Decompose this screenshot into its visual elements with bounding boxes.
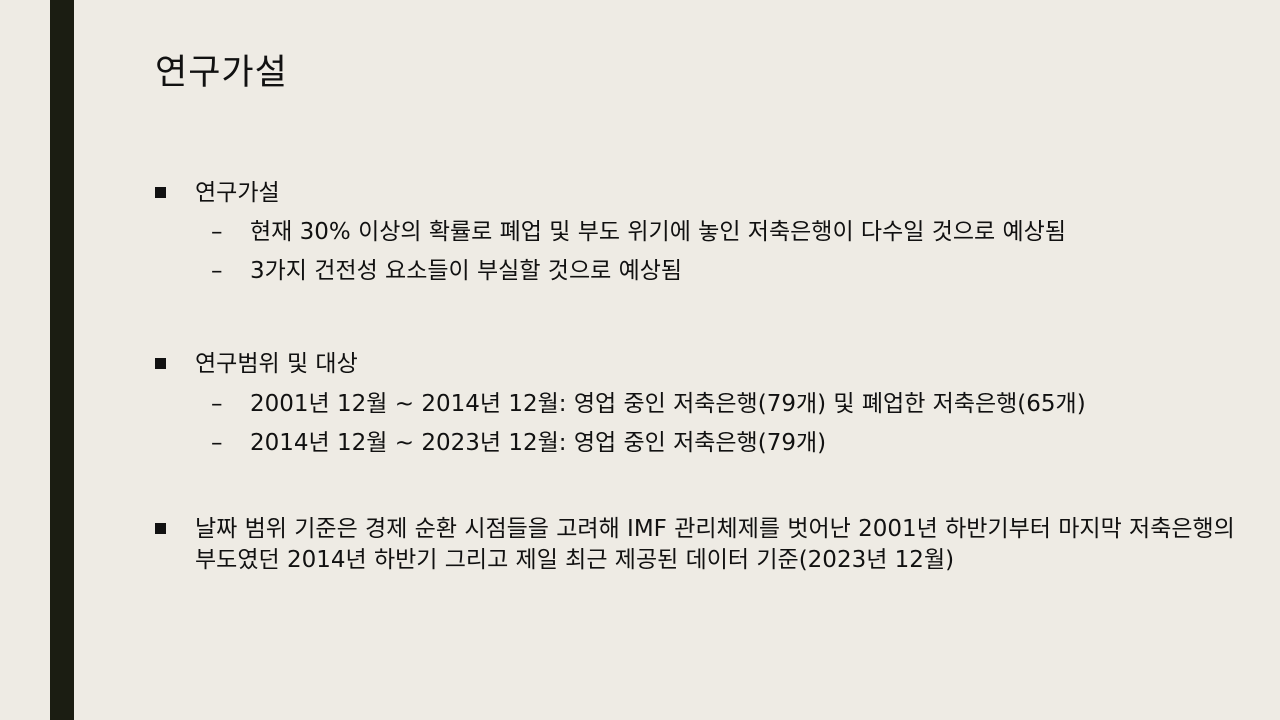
dash-bullet-icon: – [211, 391, 223, 417]
sub-bullet-text: 3가지 건전성 요소들이 부실할 것으로 예상됨 [250, 258, 683, 284]
bullet-paragraph: 날짜 범위 기준은 경제 순환 시점들을 고려해 IMF 관리체제를 벗어난 2… [195, 516, 1235, 573]
sub-bullet-text: 2001년 12월 ~ 2014년 12월: 영업 중인 저축은행(79개) 및… [250, 391, 1086, 417]
slide-content: 연구가설 – 현재 30% 이상의 확률로 폐업 및 부도 위기에 놓인 저축은… [155, 0, 1255, 720]
bullet-heading: 연구범위 및 대상 [195, 351, 358, 377]
dash-bullet-icon: – [211, 219, 223, 245]
slide-title: 연구가설 [155, 53, 288, 93]
square-bullet-icon [155, 523, 166, 534]
dash-bullet-icon: – [211, 430, 223, 456]
square-bullet-icon [155, 358, 166, 369]
sub-bullet-text: 현재 30% 이상의 확률로 폐업 및 부도 위기에 놓인 저축은행이 다수일 … [250, 219, 1066, 245]
bullet-heading: 연구가설 [195, 180, 280, 206]
dash-bullet-icon: – [211, 258, 223, 284]
sub-bullet-text: 2014년 12월 ~ 2023년 12월: 영업 중인 저축은행(79개) [250, 430, 827, 456]
side-accent-bar [50, 0, 74, 720]
square-bullet-icon [155, 187, 166, 198]
